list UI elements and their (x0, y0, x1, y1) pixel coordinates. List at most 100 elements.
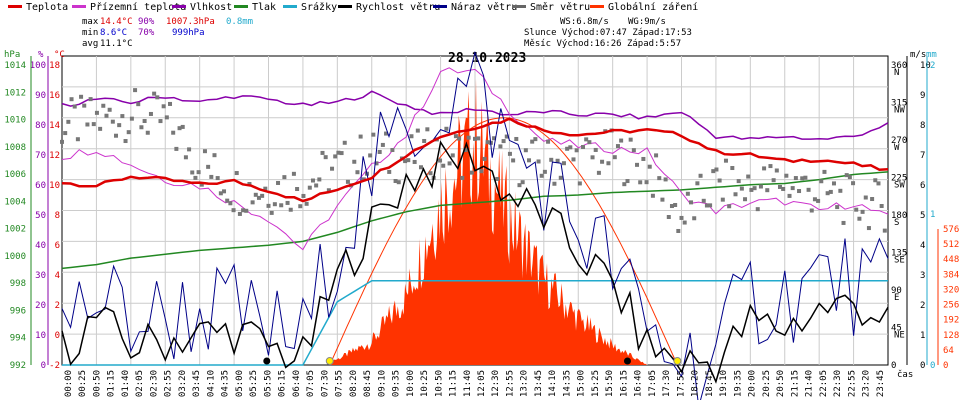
press-tick: 1004 (4, 197, 26, 207)
wind-direction-dot (161, 104, 166, 109)
wind-direction-dot (873, 178, 878, 183)
wind-direction-dot (485, 140, 490, 145)
wind-direction-dot (409, 134, 414, 139)
dir-label: SW (894, 181, 905, 191)
wind-direction-dot (282, 175, 287, 180)
wind-direction-dot (584, 137, 589, 142)
hum-tick: 80 (35, 121, 46, 131)
moonrise-marker (623, 357, 631, 365)
wind-direction-dot (654, 153, 659, 158)
x-tick-label: 00:50 (93, 370, 103, 397)
wind-direction-dot (635, 162, 640, 167)
hum-tick: 20 (35, 301, 46, 311)
legend-swatch-8 (590, 5, 604, 8)
temp-tick: 14 (49, 121, 60, 131)
ws-tick: 4 (920, 241, 925, 251)
axes: hPa% °C1014101210101008100610041002100099… (4, 50, 959, 397)
wind-direction-dot (174, 146, 179, 151)
wind-direction-dot (126, 130, 131, 135)
ws-tick: 2 (920, 301, 925, 311)
wind-direction-dot (749, 187, 754, 192)
stat-min-hum: 70% (138, 28, 155, 38)
dir-label: W (894, 143, 900, 153)
x-tick-label: 18:45 (705, 370, 715, 397)
dir-tick: 225 (891, 174, 907, 184)
wind-direction-dot (104, 113, 109, 118)
wind-direction-dot (768, 164, 773, 169)
wind-direction-dot (457, 136, 462, 141)
wind-direction-dot (527, 158, 532, 163)
stat-min-temp: 8.6°C (100, 28, 127, 38)
wind-direction-dot (345, 179, 350, 184)
wind-direction-dot (225, 198, 230, 203)
wind-direction-dot (193, 175, 198, 180)
hum-tick: 0 (41, 361, 46, 371)
ws-tick: 3 (920, 271, 925, 281)
wind-direction-dot (669, 204, 674, 209)
wind-direction-dot (288, 207, 293, 212)
wind-direction-dot (717, 178, 722, 183)
wind-direction-dot (374, 161, 379, 166)
wind-direction-dot (79, 94, 84, 99)
ws-tick: 8 (920, 121, 925, 131)
wind-speed-line (61, 140, 889, 384)
wind-direction-dot (206, 164, 211, 169)
wind-direction-dot (854, 207, 859, 212)
legend-label-0: Teplota (26, 2, 68, 13)
x-tick-label: 20:50 (776, 370, 786, 397)
wind-direction-dot (774, 168, 779, 173)
x-tick-label: 17:05 (648, 370, 658, 397)
wind-direction-dot (676, 228, 681, 233)
dir-tick: 360 (891, 61, 907, 71)
x-tick-label: 06:15 (278, 370, 288, 397)
wind-direction-dot (771, 178, 776, 183)
press-tick: 1012 (4, 88, 26, 98)
rain-tick: 2 (930, 61, 935, 71)
dir-tick: 45 (891, 324, 902, 334)
wind-direction-dot (841, 220, 846, 225)
x-tick-label: 10:25 (420, 370, 430, 397)
x-tick-label: 08:20 (349, 370, 359, 397)
wind-direction-dot (679, 215, 684, 220)
radiation-area (329, 78, 678, 365)
temp-tick: 12 (49, 151, 60, 161)
wind-direction-dot (831, 181, 836, 186)
x-tick-label: 07:05 (306, 370, 316, 397)
wind-direction-dot (790, 186, 795, 191)
wind-direction-dot (492, 136, 497, 141)
x-tick-label: 14:35 (562, 370, 572, 397)
wind-direction-dot (330, 166, 335, 171)
wind-direction-dot (450, 153, 455, 158)
wind-direction-dot (342, 140, 347, 145)
wind-direction-dot (371, 132, 376, 137)
wind-direction-dot (256, 195, 261, 200)
hum-tick: 70 (35, 151, 46, 161)
wind-direction-dot (212, 153, 217, 158)
x-tick-label: 21:15 (790, 370, 800, 397)
wind-direction-dot (107, 107, 112, 112)
stat-max-hum: 90% (138, 17, 155, 27)
x-tick-label: 18:20 (691, 370, 701, 397)
wind-direction-dot (250, 200, 255, 205)
x-tick-label: 04:35 (221, 370, 231, 397)
wind-direction-dot (549, 157, 554, 162)
wind-direction-dot (120, 114, 125, 119)
wind-direction-dot (752, 186, 757, 191)
wind-direction-dot (622, 182, 627, 187)
wind-direction-dot (593, 147, 598, 152)
stat-avg-temp: 11.1°C (100, 39, 133, 49)
wind-direction-dot (682, 220, 687, 225)
x-tick-label: 13:20 (520, 370, 530, 397)
dir-tick: 180 (891, 211, 907, 221)
wind-direction-dot (94, 110, 99, 115)
press-tick: 1002 (4, 225, 26, 235)
press-tick: 1006 (4, 170, 26, 180)
x-tick-label: 15:25 (591, 370, 601, 397)
x-tick-label: 20:25 (762, 370, 772, 397)
press-tick: 1014 (4, 61, 26, 71)
legend-label-5: Rychlost větru (356, 1, 440, 13)
wind-direction-dot (514, 136, 519, 141)
wind-direction-dot (730, 166, 735, 171)
wind-direction-dot (412, 159, 417, 164)
wind-direction-dot (812, 197, 817, 202)
